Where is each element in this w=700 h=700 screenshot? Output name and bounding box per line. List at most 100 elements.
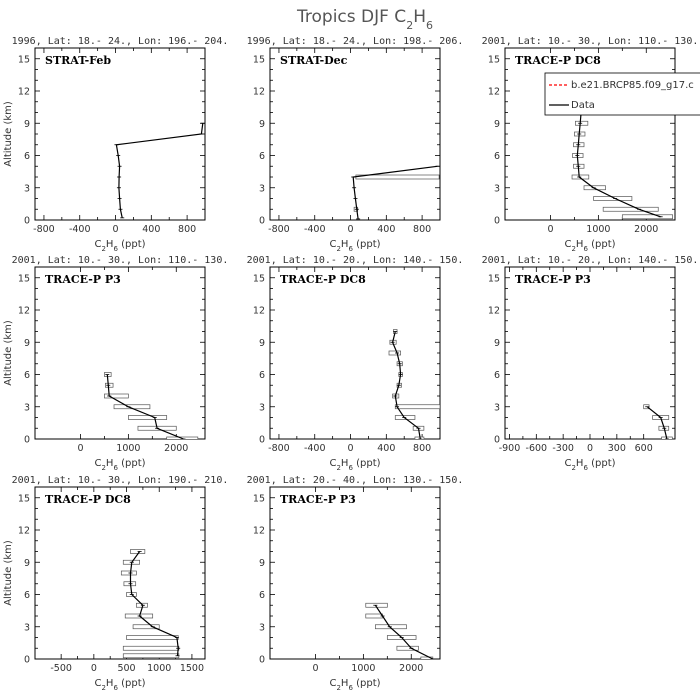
x-tick-label: 1000 [351, 663, 375, 674]
data-range-bar [122, 653, 180, 659]
x-axis-label-part: (ppt) [588, 458, 616, 469]
plot-frame [34, 266, 206, 440]
y-tick-label: 15 [18, 273, 30, 284]
x-tick-label: 1000 [147, 663, 171, 674]
y-tick-label: 15 [488, 273, 500, 284]
y-tick-label: 0 [259, 435, 265, 446]
y-axis-label: Altitude (km) [3, 320, 14, 386]
y-tick-label: 12 [488, 306, 500, 317]
x-axis-label-part: H [341, 678, 349, 689]
x-axis-label-subscript: 6 [583, 464, 588, 472]
y-tick-label: 6 [24, 370, 30, 381]
data-range-bar [396, 645, 419, 651]
panel-header: 2001, Lat: 10.- 30., Lon: 190.- 210. [12, 475, 229, 486]
y-tick-label: 0 [494, 435, 500, 446]
y-tick-label: 0 [259, 216, 265, 227]
y-tick-label: 12 [18, 306, 30, 317]
x-axis-label-subscript: 6 [348, 245, 353, 253]
y-tick-label: 6 [494, 151, 500, 162]
x-tick-label: -600 [526, 443, 548, 454]
y-tick-label: 3 [259, 183, 265, 194]
y-tick-label: 12 [253, 306, 265, 317]
legend-model-label: b.e21.BRCP85.f09_g17.c [571, 80, 694, 91]
x-tick-label: 2000 [164, 443, 188, 454]
x-axis-label-subscript: 6 [113, 464, 118, 472]
campaign-label: STRAT-Feb [45, 54, 111, 67]
plot-frame [504, 266, 676, 440]
plot-area [104, 372, 199, 439]
x-tick-label: 800 [413, 443, 431, 454]
data-range-bar [593, 196, 633, 201]
y-tick-label: 15 [488, 54, 500, 65]
x-tick-label: 0 [587, 443, 593, 454]
x-axis-label-part: H [106, 239, 114, 250]
x-axis-label-subscript: 6 [348, 464, 353, 472]
legend: b.e21.BRCP85.f09_g17.c Data [544, 72, 700, 116]
plot-frame [269, 266, 441, 440]
campaign-label: TRACE-P P3 [280, 493, 356, 506]
y-tick-label: 6 [24, 151, 30, 162]
x-axis-label-subscript: 2 [571, 464, 575, 472]
data-profile-line [352, 165, 438, 219]
y-tick-label: 0 [24, 435, 30, 446]
x-axis-label-part: C [329, 678, 336, 689]
data-range-bar [602, 206, 659, 212]
campaign-label: TRACE-P DC8 [280, 273, 366, 286]
y-tick-label: 15 [18, 54, 30, 65]
x-axis-label: C2H6 (ppt) [329, 239, 380, 253]
x-tick-label: 0 [91, 663, 97, 674]
legend-box [544, 72, 700, 116]
x-axis-label-part: (ppt) [118, 458, 146, 469]
title-sub1: 2 [406, 19, 413, 32]
plot-area [643, 404, 673, 439]
y-tick-label: 15 [253, 54, 265, 65]
y-tick-label: 12 [253, 87, 265, 98]
y-tick-label: 3 [259, 402, 265, 413]
data-profile-line [576, 112, 661, 218]
x-axis-label-subscript: 6 [348, 684, 353, 692]
x-axis-label: C2H6 (ppt) [564, 458, 615, 472]
x-axis-label-subscript: 2 [336, 245, 340, 253]
data-range-bar [420, 656, 434, 659]
x-tick-label: 0 [348, 224, 354, 235]
plot-area [571, 110, 673, 220]
plot-frame [34, 47, 206, 221]
chart-panel: 2001, Lat: 10.- 20., Lon: 140.- 150. TRAC… [482, 255, 699, 472]
chart-panel: 2001, Lat: 10.- 30., Lon: 110.- 130. TRAC… [482, 36, 700, 253]
panel-header: 2001, Lat: 10.- 30., Lon: 110.- 130. [12, 255, 229, 266]
x-tick-label: 0 [312, 663, 318, 674]
plot-area [120, 549, 181, 659]
campaign-label: STRAT-Dec [280, 54, 348, 67]
y-tick-label: 3 [259, 622, 265, 633]
y-tick-label: 12 [488, 87, 500, 98]
chart-panel: 2001, Lat: 20.- 40., Lon: 130.- 150. TRAC… [247, 475, 464, 692]
x-axis-label: C2H6 (ppt) [329, 458, 380, 472]
plot-area [351, 165, 440, 220]
y-tick-label: 12 [253, 526, 265, 537]
x-axis-label-subscript: 6 [113, 245, 118, 253]
x-tick-label: 2000 [634, 224, 658, 235]
x-tick-label: 400 [377, 443, 395, 454]
x-axis-label-part: H [576, 239, 584, 250]
y-tick-label: 0 [24, 216, 30, 227]
x-tick-label: -400 [69, 224, 91, 235]
x-axis-label: C2H6 (ppt) [94, 678, 145, 692]
x-tick-label: 400 [142, 224, 160, 235]
x-tick-label: -500 [50, 663, 72, 674]
x-axis-label-part: H [106, 458, 114, 469]
figure-title: Tropics DJF C2H6 [296, 7, 433, 32]
data-range-bar [365, 613, 383, 619]
x-tick-label: 800 [413, 224, 431, 235]
x-tick-label: 0 [547, 224, 553, 235]
title-main: Tropics DJF C [296, 7, 406, 27]
y-tick-label: 12 [18, 87, 30, 98]
y-tick-label: 0 [259, 655, 265, 666]
data-profile-line [374, 604, 434, 659]
x-axis-label-part: C [94, 458, 101, 469]
x-axis-label-subscript: 6 [583, 245, 588, 253]
x-tick-label: 1000 [586, 224, 610, 235]
x-tick-label: 2000 [399, 663, 423, 674]
x-axis-label-part: C [329, 239, 336, 250]
x-axis-label-part: (ppt) [353, 458, 381, 469]
